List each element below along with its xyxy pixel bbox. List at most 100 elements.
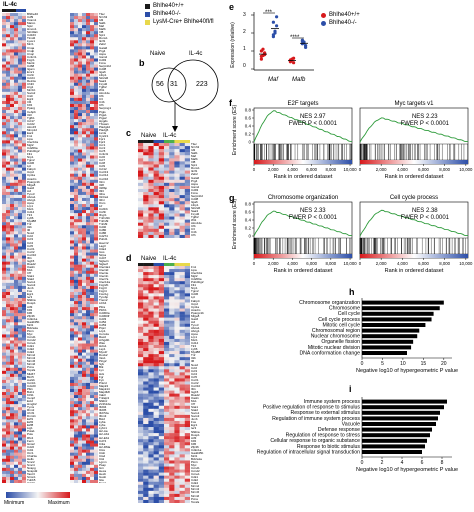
heatmap-cell <box>148 293 154 297</box>
heatmap-cell <box>14 276 19 281</box>
heatmap-cell <box>169 424 175 428</box>
heatmap-cell <box>90 276 95 281</box>
heatmap-cell <box>148 269 154 273</box>
heatmap-cell <box>74 103 79 108</box>
heatmap-cell <box>153 478 159 482</box>
heatmap-cell <box>169 460 175 464</box>
heatmap-cell <box>94 379 98 384</box>
bar <box>362 438 427 443</box>
heatmap-cell <box>169 167 175 171</box>
gene-label: Myc <box>191 464 197 468</box>
heatmap-cell <box>184 396 190 400</box>
heatmap-cell <box>158 287 165 291</box>
heatmap-cell <box>138 354 144 358</box>
heatmap-cell <box>82 319 87 323</box>
heatmap-cell <box>86 401 91 405</box>
gene-label: Cd93 <box>191 188 199 192</box>
gene-label: Cdkn1a <box>191 448 202 452</box>
heatmap-cell <box>174 329 180 334</box>
gene-label: Spi1 <box>191 164 198 168</box>
heatmap-cell <box>14 70 19 74</box>
heatmap-cell <box>153 299 159 303</box>
heatmap-cell <box>82 152 87 156</box>
gene-label: Ccl2 <box>27 235 34 239</box>
heatmap-cell <box>2 55 7 59</box>
heatmap-cell <box>6 34 11 38</box>
heatmap-cell <box>184 399 190 403</box>
heatmap-cell <box>2 249 7 253</box>
heatmap-cell <box>179 155 185 159</box>
heatmap-cell <box>174 179 180 184</box>
heatmap-cell <box>82 43 87 47</box>
heatmap-cell <box>153 457 159 461</box>
heatmap-cell <box>18 310 23 314</box>
heatmap-cell <box>94 319 98 323</box>
bar <box>362 416 438 421</box>
venn-count-mid: 31 <box>170 81 178 88</box>
gsea-title: E2F targets <box>287 101 318 107</box>
heatmap-cell <box>74 395 79 399</box>
heatmap-cell <box>174 185 180 190</box>
heatmap-cell <box>74 376 79 381</box>
heatmap-cell <box>22 322 26 326</box>
heatmap-cell <box>78 276 83 281</box>
heatmap-cell <box>6 379 11 384</box>
heatmap-cell <box>164 329 170 334</box>
heatmap-cell <box>78 176 83 180</box>
gene-label: Fn1 <box>191 266 197 269</box>
heatmap-cell <box>138 158 144 162</box>
heatmap-cell <box>90 125 95 129</box>
heatmap-cell <box>82 40 87 44</box>
gene-label: Icam2 <box>99 55 108 59</box>
gene-label: Pcna <box>27 366 34 370</box>
heatmap-cell <box>74 61 79 65</box>
heatmap-cell <box>82 270 87 274</box>
heatmap-cell <box>82 273 87 278</box>
heatmap-cell <box>153 311 159 315</box>
heatmap-cell <box>78 401 83 405</box>
gene-label: Tgm2 <box>191 290 199 294</box>
heatmap-cell <box>6 134 11 138</box>
heatmap-cell <box>2 188 7 193</box>
heatmap-cell <box>2 58 7 62</box>
heatmap-cell <box>143 496 149 501</box>
heatmap-cell <box>82 279 87 284</box>
heatmap-cell <box>82 343 87 347</box>
heatmap-cell <box>10 240 15 244</box>
heatmap-cell <box>169 354 175 358</box>
gene-label: Myd88 <box>191 351 201 355</box>
heatmap-cell <box>86 307 91 311</box>
heatmap-cell <box>2 276 7 281</box>
heatmap-cell <box>179 272 185 276</box>
heatmap-cell <box>138 427 144 431</box>
heatmap-cell <box>184 317 190 321</box>
heatmap-cell <box>82 240 87 244</box>
heatmap-cell <box>22 140 26 144</box>
heatmap-cell <box>174 305 180 309</box>
heatmap-cell <box>10 264 15 268</box>
heatmap-cell <box>2 473 7 478</box>
heatmap-cell <box>70 216 75 220</box>
gene-label: Fxyd2 <box>191 213 200 217</box>
gene-label: Ucp2 <box>27 171 35 175</box>
gene-label: Ccl22 <box>27 122 35 126</box>
heatmap-cell <box>179 278 185 282</box>
heatmap-cell <box>14 337 19 341</box>
heatmap-cell <box>184 326 190 331</box>
heatmap-cell <box>158 158 165 162</box>
heatmap-cell <box>148 198 154 202</box>
heatmap-cell <box>138 266 144 270</box>
heatmap-cell <box>90 319 95 323</box>
heatmap-cell <box>179 158 185 162</box>
heatmap-cell <box>10 40 15 44</box>
heatmap-cell <box>6 149 11 153</box>
heatmap-cell <box>70 310 75 314</box>
heatmap-cell <box>174 466 180 470</box>
heatmap-cell <box>90 270 95 274</box>
heatmap-cell <box>74 440 79 444</box>
heatmap-cell <box>90 103 95 108</box>
gsea-ytick-label: 0 <box>248 234 251 239</box>
heatmap-cell <box>90 291 95 296</box>
heatmap-cell <box>90 97 95 102</box>
heatmap-cell <box>179 204 185 208</box>
